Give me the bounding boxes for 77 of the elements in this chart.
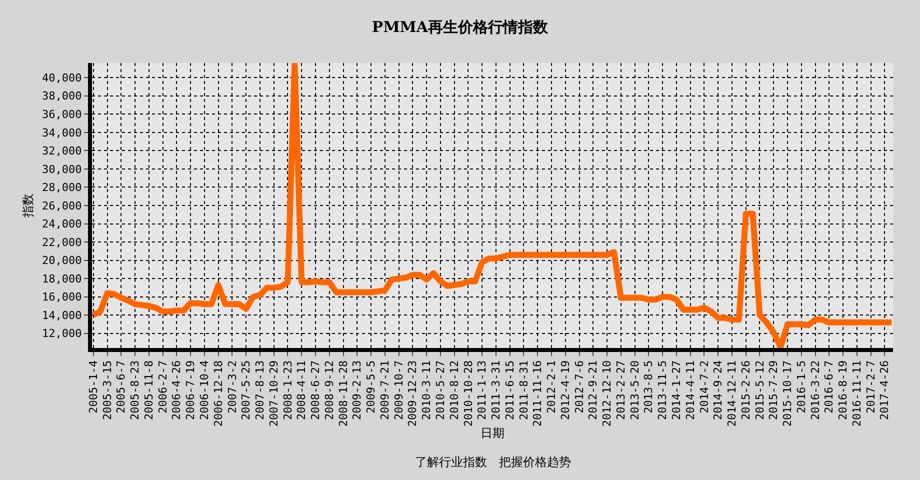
x-tick-label: 2008-6-27 xyxy=(309,360,322,420)
x-tick-label: 2012-2-1 xyxy=(545,360,558,414)
y-tick-label: 26,000 xyxy=(42,199,82,212)
y-tick-label: 32,000 xyxy=(42,144,82,158)
x-tick-label: 2011-11-16 xyxy=(531,360,544,427)
y-tick-label: 14,000 xyxy=(42,308,82,322)
x-tick-label: 2010-10-28 xyxy=(462,360,475,427)
x-tick-label: 2011-6-15 xyxy=(503,360,516,420)
x-tick-label: 2008-11-28 xyxy=(336,360,350,427)
x-tick-label: 2006-4-26 xyxy=(170,360,184,420)
x-tick-label: 2011-1-13 xyxy=(476,360,489,420)
x-axis-title: 日期 xyxy=(480,426,504,440)
y-tick-label: 22,000 xyxy=(42,236,82,249)
x-tick-label: 2009-10-7 xyxy=(392,360,406,420)
x-tick-label: 2014-12-11 xyxy=(726,360,739,427)
x-tick-label: 2006-10-4 xyxy=(198,360,212,420)
x-tick-label: 2012-9-21 xyxy=(586,360,600,420)
x-tick-label: 2011-3-31 xyxy=(490,360,503,420)
x-tick-label: 2009-2-13 xyxy=(350,360,364,420)
x-tick-label: 2016-3-22 xyxy=(808,360,822,420)
text: 了解行业指数 把握价格趋势 xyxy=(415,455,571,469)
x-tick-label: 2009-7-21 xyxy=(378,360,392,420)
x-tick-label: 2015-5-12 xyxy=(753,360,766,420)
x-tick-label: 2017-4-26 xyxy=(878,360,892,420)
x-tick-label: 2007-3-2 xyxy=(226,360,239,414)
x-tick-label: 2016-11-11 xyxy=(850,360,864,427)
x-tick-label: 2016-8-19 xyxy=(836,360,850,420)
x-tick-label: 2010-5-27 xyxy=(434,360,448,420)
y-tick-label: 16,000 xyxy=(42,290,82,304)
x-tick-label: 2014-1-27 xyxy=(670,360,684,420)
x-tick-label: 2012-7-6 xyxy=(572,360,586,414)
x-tick-label: 2016-6-7 xyxy=(822,360,836,414)
chart-title: PMMA再生价格行情指数 xyxy=(372,18,550,36)
x-tick-label: 2013-8-5 xyxy=(642,360,656,414)
x-tick-label: 2005-3-15 xyxy=(100,360,114,420)
x-tick-label: 2015-7-29 xyxy=(767,360,780,420)
x-tick-label: 2015-10-17 xyxy=(781,360,794,427)
x-tick-label: 2014-4-11 xyxy=(684,360,697,420)
x-tick-label: 2012-12-10 xyxy=(600,360,614,427)
y-tick-label: 12,000 xyxy=(42,327,82,340)
x-tick-label: 2013-5-20 xyxy=(628,360,642,420)
x-tick-label: 2005-8-23 xyxy=(128,360,142,420)
x-tick-label: 2013-2-27 xyxy=(614,360,628,420)
y-tick-label: 38,000 xyxy=(42,90,82,103)
x-tick-label: 2015-2-26 xyxy=(739,360,752,420)
x-tick-label: 2006-2-7 xyxy=(156,360,170,414)
y-tick-label: 40,000 xyxy=(42,71,82,84)
x-tick-label: 2008-9-12 xyxy=(322,360,336,420)
y-tick-label: 30,000 xyxy=(42,162,82,176)
x-tick-label: 2006-12-18 xyxy=(212,360,225,427)
y-tick-label: 28,000 xyxy=(42,181,82,194)
x-tick-label: 2010-3-11 xyxy=(420,360,434,420)
x-tick-label: 2007-10-29 xyxy=(267,360,280,427)
x-tick-label: 2011-8-31 xyxy=(517,360,530,420)
x-tick-label: 2017-2-7 xyxy=(864,360,878,414)
x-tick-label: 2013-11-5 xyxy=(656,360,670,420)
x-tick-label: 2007-8-13 xyxy=(254,360,267,420)
y-tick-label: 20,000 xyxy=(42,254,82,268)
x-tick-label: 2014-9-24 xyxy=(712,360,725,420)
x-tick-label: 2007-5-25 xyxy=(240,360,253,420)
x-tick-label: 2008-1-23 xyxy=(281,360,294,420)
x-tick-label: 2005-6-7 xyxy=(114,360,128,414)
x-tick-label: 2009-5-5 xyxy=(364,360,378,414)
y-axis-title: 指数 xyxy=(20,194,35,218)
x-tick-label: 2016-1-5 xyxy=(794,360,808,414)
y-tick-label: 18,000 xyxy=(42,272,82,286)
x-tick-label: 2014-7-2 xyxy=(698,360,711,414)
x-tick-label: 2009-12-23 xyxy=(406,360,420,427)
x-tick-label: 2012-4-19 xyxy=(558,360,572,420)
x-tick-label: 2008-4-11 xyxy=(295,360,308,420)
x-tick-label: 2005-1-4 xyxy=(86,360,100,414)
y-tick-label: 36,000 xyxy=(42,108,82,121)
x-tick-label: 2006-7-19 xyxy=(184,360,198,420)
x-tick-label: 2005-11-8 xyxy=(142,360,156,420)
y-tick-label: 34,000 xyxy=(42,126,82,140)
y-tick-label: 24,000 xyxy=(42,218,82,231)
x-tick-label: 2010-8-12 xyxy=(448,360,461,420)
